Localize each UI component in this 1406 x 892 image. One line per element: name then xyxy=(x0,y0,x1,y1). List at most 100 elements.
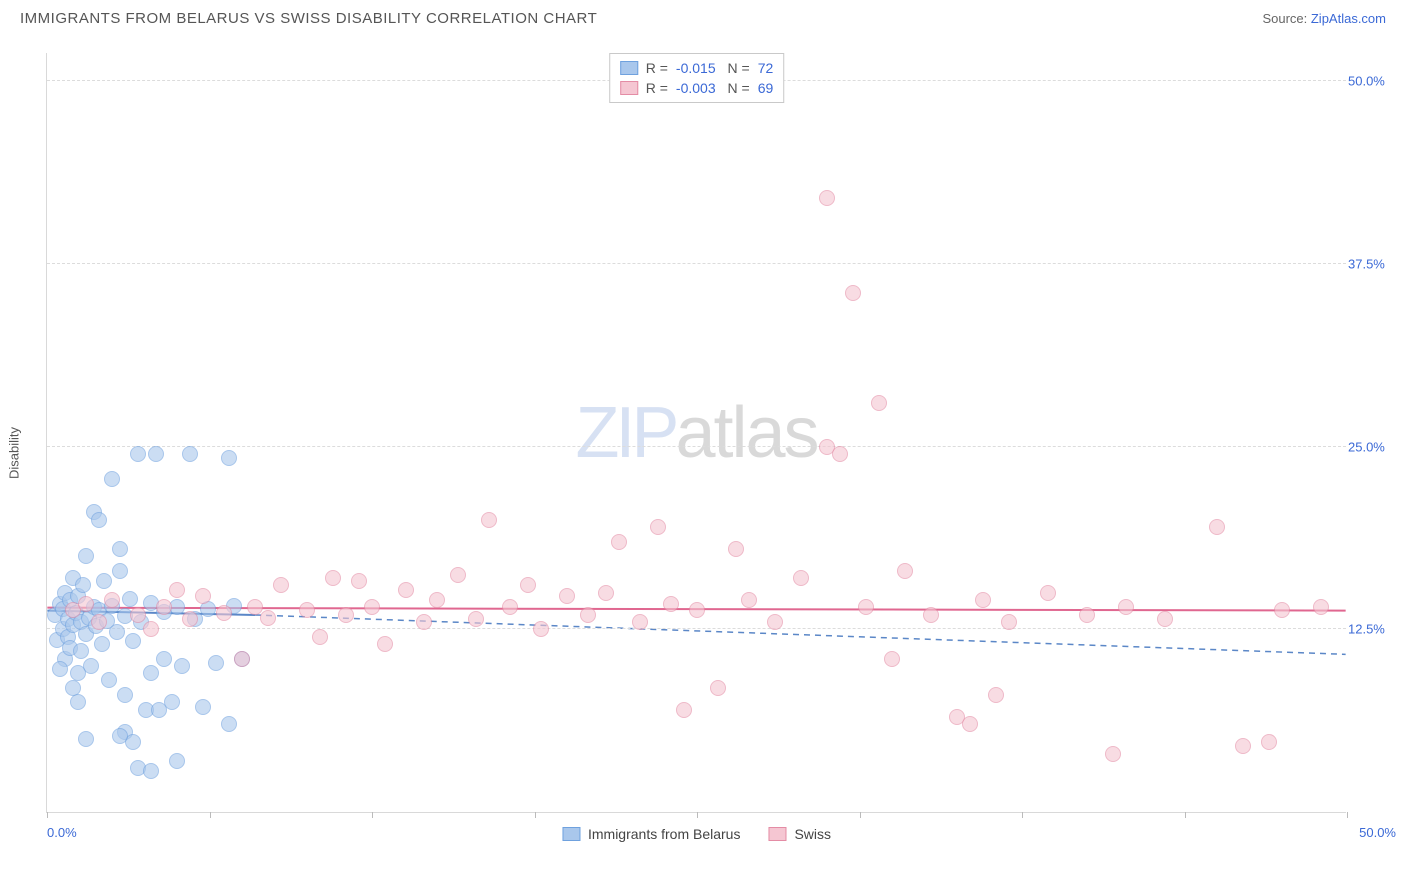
scatter-point xyxy=(221,716,237,732)
scatter-point xyxy=(429,592,445,608)
scatter-point xyxy=(299,602,315,618)
scatter-point xyxy=(94,636,110,652)
scatter-point xyxy=(975,592,991,608)
scatter-point xyxy=(195,699,211,715)
scatter-point xyxy=(65,680,81,696)
x-tick xyxy=(1347,812,1348,818)
scatter-point xyxy=(143,621,159,637)
scatter-point xyxy=(871,395,887,411)
scatter-point xyxy=(130,607,146,623)
x-tick xyxy=(860,812,861,818)
scatter-point xyxy=(112,541,128,557)
scatter-point xyxy=(962,716,978,732)
scatter-point xyxy=(148,446,164,462)
scatter-point xyxy=(169,753,185,769)
scatter-point xyxy=(130,446,146,462)
x-tick xyxy=(372,812,373,818)
legend-swatch-b1 xyxy=(768,827,786,841)
correlation-legend: R = -0.015 N = 72 R = -0.003 N = 69 xyxy=(609,53,785,103)
scatter-point xyxy=(156,651,172,667)
scatter-point xyxy=(398,582,414,598)
y-axis-label: Disability xyxy=(7,427,22,479)
scatter-point xyxy=(689,602,705,618)
x-tick xyxy=(47,812,48,818)
y-tick-label: 12.5% xyxy=(1348,622,1398,637)
scatter-point xyxy=(1040,585,1056,601)
chart-header: IMMIGRANTS FROM BELARUS VS SWISS DISABIL… xyxy=(0,0,1406,33)
scatter-point xyxy=(1001,614,1017,630)
series-legend: Immigrants from Belarus Swiss xyxy=(562,826,831,842)
scatter-point xyxy=(1313,599,1329,615)
chart-container: Disability ZIPatlas R = -0.015 N = 72 R … xyxy=(0,33,1406,873)
scatter-point xyxy=(182,611,198,627)
scatter-point xyxy=(663,596,679,612)
x-tick xyxy=(535,812,536,818)
scatter-point xyxy=(182,446,198,462)
scatter-point xyxy=(109,624,125,640)
scatter-point xyxy=(156,599,172,615)
scatter-point xyxy=(260,610,276,626)
scatter-point xyxy=(923,607,939,623)
scatter-point xyxy=(710,680,726,696)
scatter-point xyxy=(728,541,744,557)
scatter-point xyxy=(897,563,913,579)
scatter-point xyxy=(632,614,648,630)
scatter-point xyxy=(450,567,466,583)
chart-title: IMMIGRANTS FROM BELARUS VS SWISS DISABIL… xyxy=(20,10,597,27)
scatter-point xyxy=(884,651,900,667)
scatter-point xyxy=(216,605,232,621)
scatter-point xyxy=(1209,519,1225,535)
scatter-point xyxy=(793,570,809,586)
scatter-point xyxy=(221,450,237,466)
trend-lines xyxy=(47,53,1346,812)
scatter-point xyxy=(143,763,159,779)
scatter-point xyxy=(104,471,120,487)
scatter-point xyxy=(767,614,783,630)
scatter-point xyxy=(338,607,354,623)
scatter-point xyxy=(377,636,393,652)
scatter-point xyxy=(83,658,99,674)
scatter-point xyxy=(1261,734,1277,750)
x-tick xyxy=(1022,812,1023,818)
scatter-point xyxy=(580,607,596,623)
scatter-point xyxy=(416,614,432,630)
scatter-point xyxy=(70,694,86,710)
scatter-point xyxy=(598,585,614,601)
scatter-point xyxy=(112,728,128,744)
scatter-point xyxy=(78,548,94,564)
scatter-point xyxy=(1157,611,1173,627)
scatter-point xyxy=(1235,738,1251,754)
scatter-point xyxy=(104,592,120,608)
scatter-point xyxy=(234,651,250,667)
x-tick xyxy=(697,812,698,818)
scatter-point xyxy=(1118,599,1134,615)
scatter-point xyxy=(858,599,874,615)
scatter-point xyxy=(1079,607,1095,623)
scatter-point xyxy=(988,687,1004,703)
gridline: 12.5% xyxy=(47,628,1346,629)
scatter-point xyxy=(75,577,91,593)
gridline: 37.5% xyxy=(47,263,1346,264)
legend-row-1: R = -0.003 N = 69 xyxy=(620,78,774,98)
legend-row-0: R = -0.015 N = 72 xyxy=(620,58,774,78)
scatter-point xyxy=(325,570,341,586)
scatter-point xyxy=(117,687,133,703)
scatter-point xyxy=(195,588,211,604)
scatter-point xyxy=(351,573,367,589)
source-link[interactable]: ZipAtlas.com xyxy=(1311,11,1386,26)
scatter-point xyxy=(96,573,112,589)
scatter-point xyxy=(533,621,549,637)
x-tick-max: 50.0% xyxy=(1359,825,1396,840)
scatter-point xyxy=(78,596,94,612)
gridline: 25.0% xyxy=(47,446,1346,447)
scatter-point xyxy=(468,611,484,627)
scatter-point xyxy=(91,512,107,528)
legend-swatch-1 xyxy=(620,81,638,95)
scatter-point xyxy=(112,563,128,579)
scatter-point xyxy=(611,534,627,550)
scatter-point xyxy=(273,577,289,593)
scatter-point xyxy=(169,582,185,598)
scatter-point xyxy=(91,614,107,630)
scatter-point xyxy=(1274,602,1290,618)
scatter-point xyxy=(650,519,666,535)
